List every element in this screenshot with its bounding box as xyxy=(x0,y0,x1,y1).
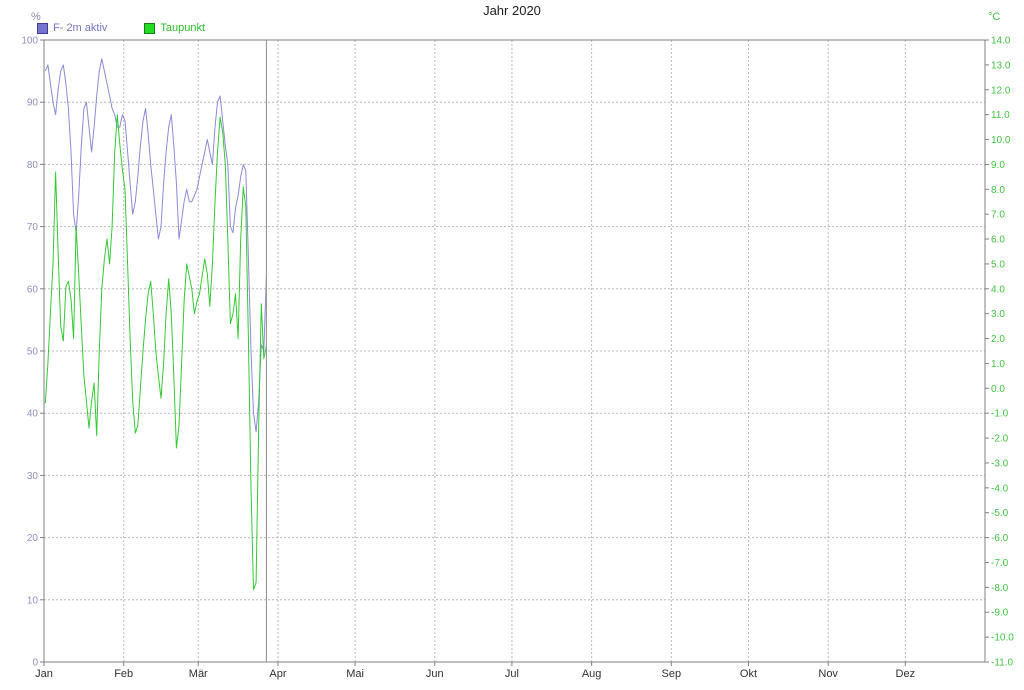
month-tick-label: Aug xyxy=(582,668,602,680)
left-axis-tick-label: 100 xyxy=(21,36,38,47)
left-axis-unit-label: % xyxy=(31,11,41,23)
right-axis-tick-label: 13.0 xyxy=(991,60,1011,71)
humidity-legend-label: F- 2m aktiv xyxy=(53,22,108,34)
left-axis-tick-label: 10 xyxy=(27,595,39,606)
left-axis-tick-label: 30 xyxy=(27,471,39,482)
right-axis-tick-label: 10.0 xyxy=(991,135,1011,146)
right-axis-tick-label: 3.0 xyxy=(991,309,1005,320)
right-axis-tick-label: 7.0 xyxy=(991,210,1005,221)
legend-item-humidity: F- 2m aktiv xyxy=(37,22,107,34)
right-axis-tick-label: 12.0 xyxy=(991,85,1011,96)
month-tick-label: Jan xyxy=(35,668,53,680)
left-axis-tick-label: 0 xyxy=(32,658,38,669)
left-axis-tick-label: 50 xyxy=(27,347,39,358)
month-tick-label: Jul xyxy=(505,668,519,680)
month-tick-label: Sep xyxy=(662,668,682,680)
right-axis-tick-label: -1.0 xyxy=(991,409,1009,420)
right-axis-tick-label: -11.0 xyxy=(991,658,1013,669)
right-axis-unit-label: °C xyxy=(988,11,1001,23)
left-axis-tick-label: 70 xyxy=(27,222,39,233)
right-axis-tick-label: 14.0 xyxy=(991,36,1011,47)
month-tick-label: Mär xyxy=(189,668,208,680)
month-tick-label: Jun xyxy=(426,668,444,680)
right-axis-tick-label: -6.0 xyxy=(991,533,1009,544)
left-axis-tick-label: 20 xyxy=(27,533,39,544)
month-tick-label: Mai xyxy=(346,668,364,680)
right-axis-tick-label: -10.0 xyxy=(991,633,1014,644)
chart-title: Jahr 2020 xyxy=(483,3,541,18)
month-tick-label: Apr xyxy=(269,668,286,680)
right-axis-tick-label: -9.0 xyxy=(991,608,1009,619)
dewpoint-legend-label: Taupunkt xyxy=(160,22,206,34)
dewpoint-legend-swatch-icon xyxy=(144,22,156,34)
legend-item-dewpoint: Taupunkt xyxy=(144,22,205,34)
right-axis-tick-label: -5.0 xyxy=(991,508,1009,519)
chart-legend: F- 2m aktiv Taupunkt xyxy=(37,22,205,34)
right-axis-tick-label: 1.0 xyxy=(991,359,1005,370)
left-axis-tick-label: 40 xyxy=(27,409,39,420)
left-axis-tick-label: 80 xyxy=(27,160,39,171)
month-tick-label: Dez xyxy=(896,668,916,680)
dewpoint-series-line xyxy=(44,114,267,591)
month-tick-label: Nov xyxy=(818,668,838,680)
humidity-legend-swatch-icon xyxy=(37,22,48,34)
right-axis-tick-label: 11.0 xyxy=(991,110,1010,121)
month-tick-label: Okt xyxy=(740,668,757,680)
left-axis-tick-label: 90 xyxy=(27,98,39,109)
month-tick-label: Feb xyxy=(114,668,133,680)
left-axis-tick-label: 60 xyxy=(27,284,39,295)
right-axis-tick-label: 9.0 xyxy=(991,160,1005,171)
right-axis-tick-label: 4.0 xyxy=(991,284,1005,295)
right-axis-tick-label: -7.0 xyxy=(991,558,1009,569)
right-axis-tick-label: 5.0 xyxy=(991,259,1005,270)
right-axis-tick-label: 2.0 xyxy=(991,334,1005,345)
right-axis-tick-label: -8.0 xyxy=(991,583,1009,594)
humidity-series-line xyxy=(44,58,267,433)
right-axis-tick-label: 6.0 xyxy=(991,235,1005,246)
right-axis-tick-label: -3.0 xyxy=(991,458,1009,469)
right-axis-tick-label: -2.0 xyxy=(991,434,1009,445)
right-axis-tick-label: -4.0 xyxy=(991,483,1009,494)
right-axis-tick-label: 8.0 xyxy=(991,185,1005,196)
right-axis-tick-label: 0.0 xyxy=(991,384,1005,395)
